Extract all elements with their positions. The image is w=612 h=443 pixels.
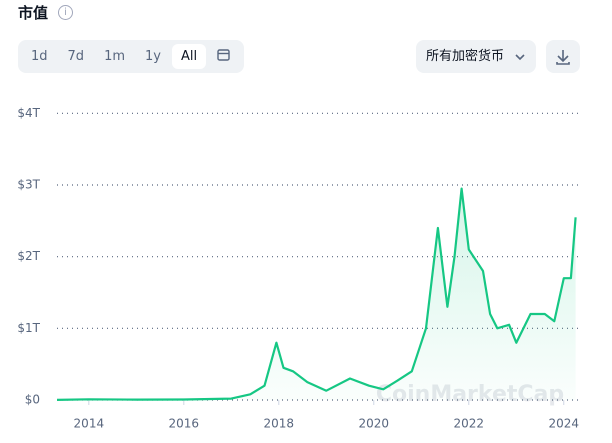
download-button[interactable]: [546, 40, 580, 73]
range-button[interactable]: 1d: [31, 49, 48, 64]
y-tick-label: $1T: [17, 321, 40, 335]
x-tick-label: 2016: [169, 417, 200, 431]
x-tick-label: 2022: [453, 417, 484, 431]
x-tick-label: 2024: [548, 417, 579, 431]
y-tick-label: $2T: [17, 249, 40, 263]
y-tick-label: $3T: [17, 178, 40, 192]
calendar-button[interactable]: [208, 43, 239, 70]
range-button[interactable]: All: [171, 44, 207, 69]
line: [56, 187, 577, 401]
info-icon[interactable]: i: [58, 5, 73, 20]
chevron: [515, 54, 525, 61]
chart-title: 市值: [18, 4, 49, 22]
currency-dropdown[interactable]: 所有加密货币: [416, 40, 536, 73]
range-button[interactable]: 7d: [67, 49, 85, 64]
calendar-icon: [217, 49, 230, 61]
y-tick-label: $0: [25, 393, 40, 407]
area: [57, 188, 576, 400]
download-icon: [556, 50, 570, 65]
range-selector: 1d 7d 1m 1y All: [18, 40, 244, 73]
range-button[interactable]: 1m: [104, 49, 125, 64]
x-tick-label: 2018: [264, 417, 295, 431]
y-tick-label: $4T: [17, 106, 40, 120]
x-tick-label: 2014: [74, 417, 105, 431]
x-tick-label: 2020: [359, 417, 390, 431]
dropdown-label: 所有加密货币: [426, 49, 505, 64]
range-button[interactable]: 1y: [145, 49, 161, 64]
